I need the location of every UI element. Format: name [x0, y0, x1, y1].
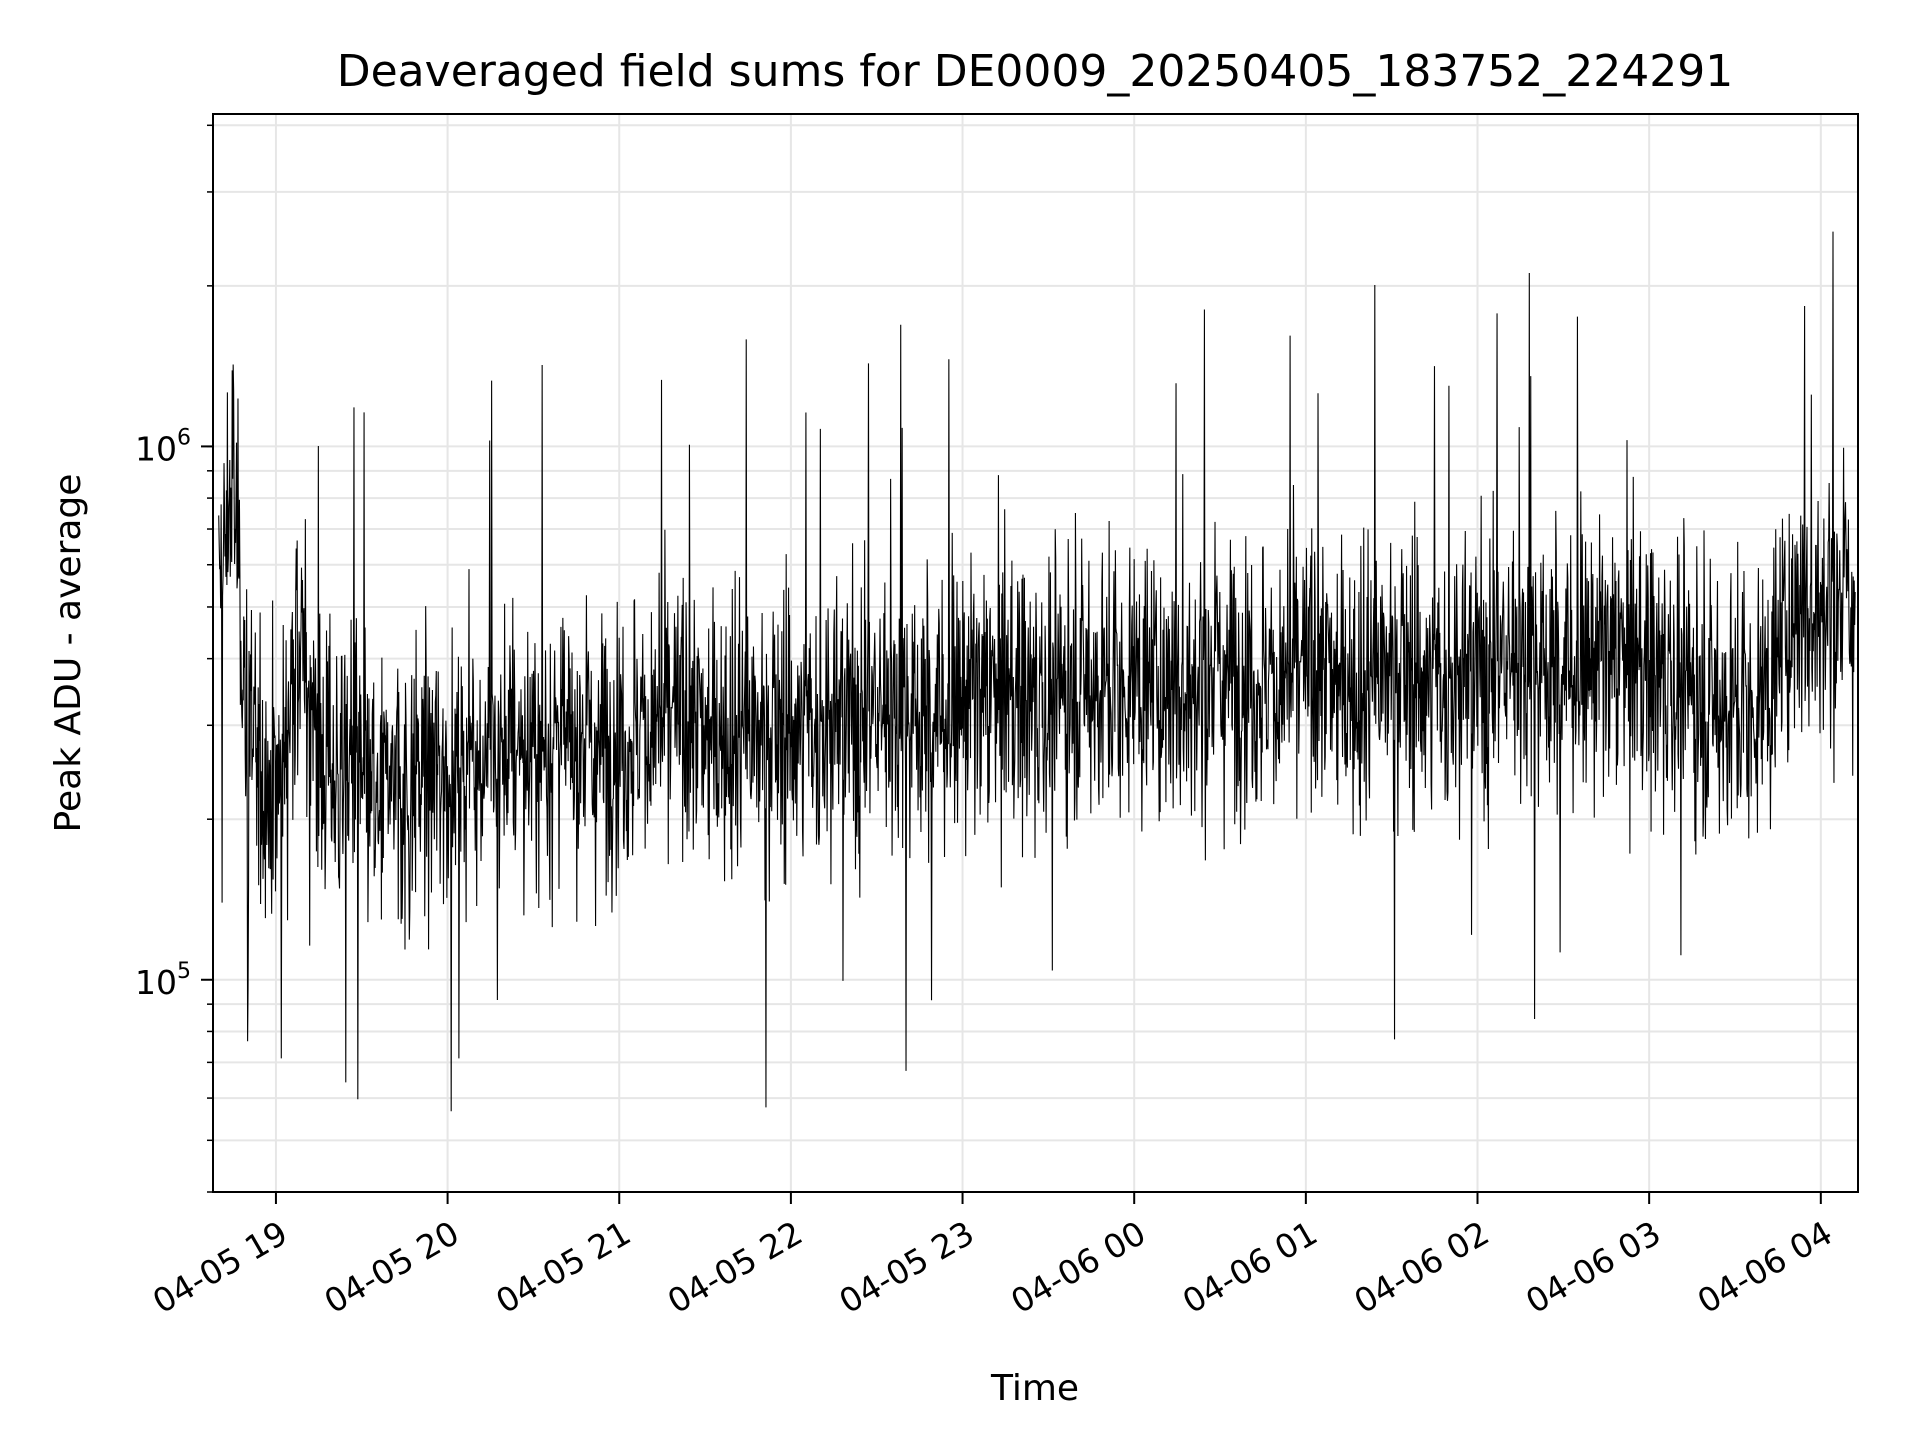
y-tick-label: 105: [135, 959, 191, 1002]
y-axis: 105 106: [135, 124, 213, 1193]
y-tick-label: 106: [135, 425, 191, 468]
plot-area: [218, 231, 1856, 1112]
y-axis-label: Peak ADU - average: [48, 474, 89, 833]
series-line: [218, 231, 1856, 1112]
chart-title: Deaveraged field sums for DE0009_2025040…: [337, 46, 1734, 97]
x-axis-label: Time: [990, 1368, 1079, 1409]
plot-frame: [212, 113, 1859, 1193]
